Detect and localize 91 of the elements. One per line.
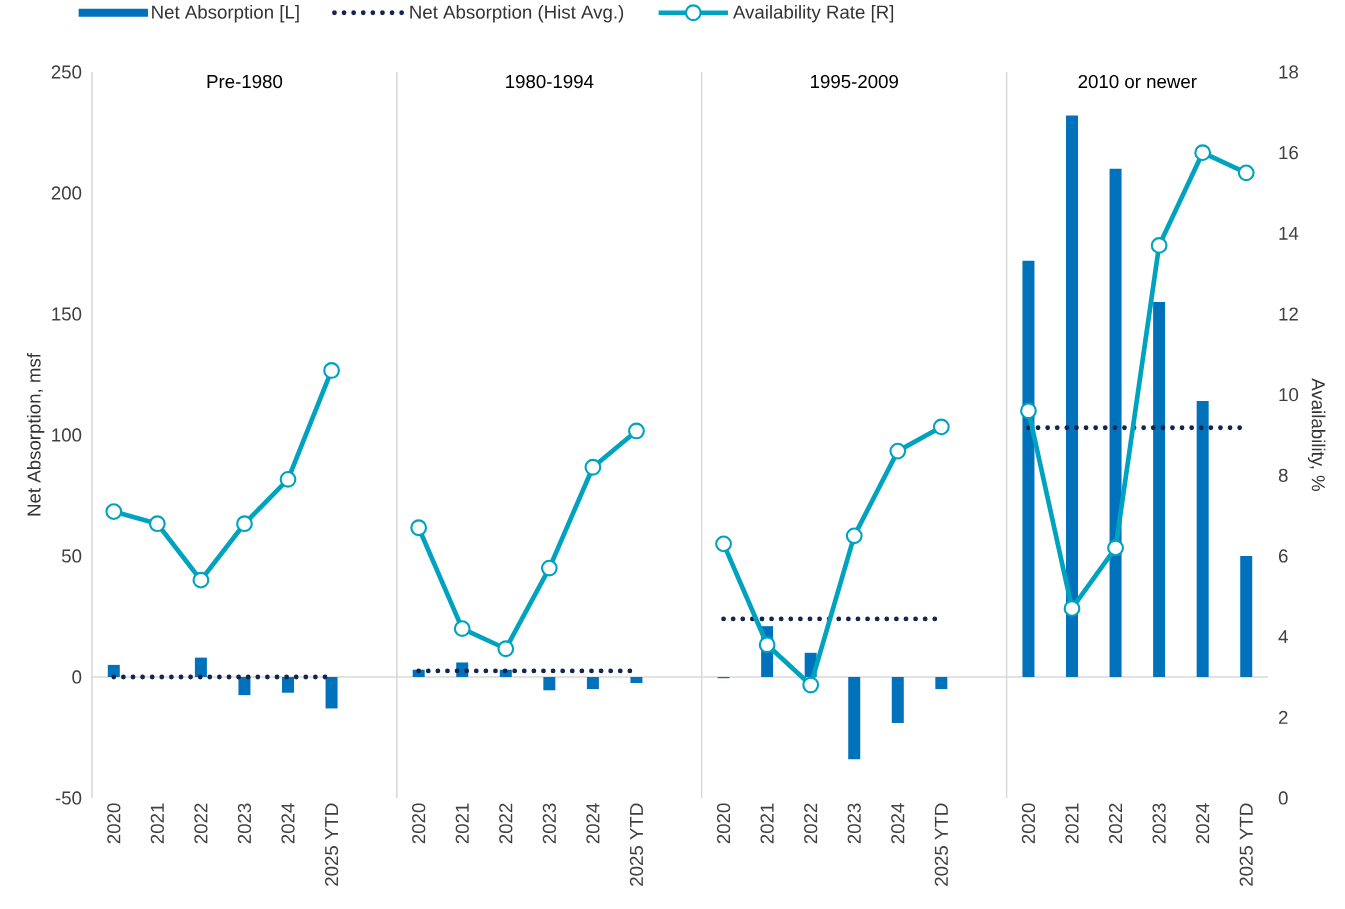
x-tick-label: 2022 xyxy=(1108,803,1123,844)
x-tick-label: 2020 xyxy=(412,803,426,844)
point xyxy=(584,458,602,476)
bar xyxy=(282,676,295,693)
point xyxy=(715,535,732,553)
point xyxy=(148,515,166,533)
point xyxy=(279,470,297,488)
point xyxy=(845,527,863,545)
x-tick-label: 2023 xyxy=(542,803,556,844)
x-tick-label: 2021 xyxy=(150,803,164,844)
y-tick-label: 250 xyxy=(51,65,82,79)
x-tick-label: 2024 xyxy=(586,803,600,844)
point xyxy=(1107,539,1124,557)
y2-tick-label: 18 xyxy=(1279,65,1299,79)
point xyxy=(236,515,253,533)
point xyxy=(758,636,776,654)
x-tick-label: 2025 YTD xyxy=(934,803,948,886)
y2-tick-label: 6 xyxy=(1278,549,1288,563)
point xyxy=(540,559,558,577)
y-tick-label: 200 xyxy=(51,186,82,200)
point xyxy=(453,620,471,637)
y2-tick-label: 4 xyxy=(1278,630,1288,644)
bar xyxy=(586,676,599,690)
annotation: Pre-1980 xyxy=(207,74,283,89)
x-tick-label: 2021 xyxy=(760,803,774,844)
x-tick-label: 2024 xyxy=(891,803,905,844)
point xyxy=(497,640,515,658)
y-tick-label: -50 xyxy=(55,791,82,805)
x-tick-label: 2024 xyxy=(281,803,295,844)
bar xyxy=(1066,115,1079,677)
x-tick-label: 2021 xyxy=(1065,803,1079,844)
y2-tick-label: 8 xyxy=(1278,468,1288,482)
bar xyxy=(891,676,904,723)
y2-tick-label: 2 xyxy=(1278,710,1288,724)
annotation: 2010 or newer xyxy=(1078,74,1197,89)
point xyxy=(192,571,210,589)
x-tick-label: 2020 xyxy=(1021,803,1036,844)
y-tick-label: 100 xyxy=(52,428,82,442)
x-tick-label: 2023 xyxy=(1152,803,1166,844)
x-tick-label: 2025 YTD xyxy=(629,803,644,886)
bar xyxy=(543,676,556,691)
x-tick-label: 2023 xyxy=(847,803,861,844)
y2-tick-label: 16 xyxy=(1279,146,1298,160)
x-tick-label: 2022 xyxy=(194,803,208,844)
point xyxy=(1020,402,1037,420)
point xyxy=(932,418,950,436)
point xyxy=(1194,144,1212,162)
x-tick-label: 2023 xyxy=(237,803,252,844)
point xyxy=(1237,164,1255,182)
y2-tick-label: 14 xyxy=(1279,226,1299,240)
annotation: 1980-1994 xyxy=(506,74,594,89)
point xyxy=(105,503,123,521)
bar xyxy=(107,664,120,677)
y2-tick-label: 10 xyxy=(1279,388,1299,402)
x-tick-label: 2022 xyxy=(499,803,513,844)
y-tick-label: 150 xyxy=(52,307,82,321)
bar xyxy=(238,676,251,696)
y-tick-label: 0 xyxy=(72,670,82,684)
bar xyxy=(935,676,948,690)
point xyxy=(323,362,340,379)
bar xyxy=(194,657,207,677)
x-tick-label: 2022 xyxy=(804,803,818,844)
bar xyxy=(848,676,861,760)
legend-label: Availability Rate [R] xyxy=(732,4,894,23)
point xyxy=(410,519,428,537)
x-tick-label: 2024 xyxy=(1196,803,1210,844)
point xyxy=(1063,600,1081,617)
point xyxy=(1150,237,1168,254)
x-tick-label: 2020 xyxy=(107,803,121,844)
x-tick-label: 2025 YTD xyxy=(324,803,339,886)
y2-tick-label: 0 xyxy=(1278,791,1288,805)
y2-axis-title: Availability, % xyxy=(1307,378,1326,492)
x-tick-label: 2021 xyxy=(455,803,469,844)
legend-label: Net Absorption (Hist Avg.) xyxy=(410,4,624,23)
x-tick-label: 2020 xyxy=(716,803,731,844)
y-axis-title: Net Absorption, msf xyxy=(26,353,45,516)
bar xyxy=(1109,168,1122,677)
x-tick-label: 2025 YTD xyxy=(1239,803,1253,886)
point xyxy=(889,442,907,460)
legend-label: Net Absorption [L] xyxy=(152,4,299,23)
y-tick-label: 50 xyxy=(61,549,82,563)
bar xyxy=(1153,301,1166,677)
bar xyxy=(325,676,338,709)
point xyxy=(802,676,820,694)
y2-tick-label: 12 xyxy=(1279,307,1298,321)
point xyxy=(628,422,645,440)
bar xyxy=(1196,401,1209,677)
bar xyxy=(1240,555,1253,677)
annotation: 1995-2009 xyxy=(811,74,898,89)
bar xyxy=(1022,260,1035,677)
bar xyxy=(630,676,643,684)
